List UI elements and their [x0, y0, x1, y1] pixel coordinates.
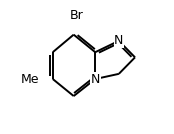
Text: N: N — [114, 34, 124, 47]
Text: Me: Me — [21, 72, 39, 85]
Text: N: N — [90, 72, 100, 85]
Text: Br: Br — [69, 9, 83, 22]
